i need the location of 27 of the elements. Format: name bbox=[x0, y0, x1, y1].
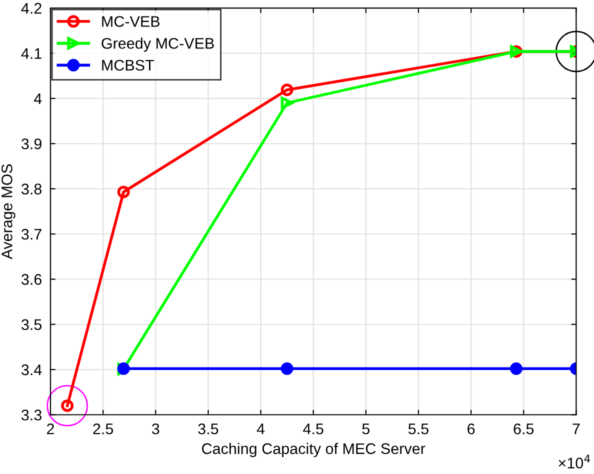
x-tick-label: 5 bbox=[362, 424, 370, 434]
x-tick-label: 4.5 bbox=[303, 424, 324, 434]
x-tick-label: 7 bbox=[572, 424, 580, 434]
x-axis-title: Caching Capacity of MEC Server bbox=[202, 442, 426, 458]
x-tick-label: 2.5 bbox=[93, 423, 114, 434]
x-tick-label: 6 bbox=[468, 423, 475, 434]
x-tick-label: 4 bbox=[256, 424, 265, 434]
legend-label: MC-VEB bbox=[102, 16, 160, 27]
x-tick-label: 5.5 bbox=[408, 424, 428, 434]
text: ×10$^{4}$ bbox=[558, 454, 590, 469]
y-tick-label: 3.4 bbox=[22, 364, 42, 376]
y-tick-label: 4.2 bbox=[21, 2, 42, 14]
x-tick-label: 6.5 bbox=[514, 423, 534, 434]
y-tick-label: 3.3 bbox=[22, 410, 42, 420]
y-tick-label: 4 bbox=[34, 93, 42, 104]
x-tick-label: 3 bbox=[152, 423, 160, 434]
y-tick-label: 4.1 bbox=[21, 48, 42, 59]
y-axis-title: Average MOS bbox=[2, 164, 16, 260]
y-tick-label: 3.5 bbox=[22, 319, 42, 330]
legend-label: Greedy MC-VEB bbox=[102, 38, 214, 52]
y-tick-label: 3.7 bbox=[22, 228, 42, 240]
y-tick-label: 3.9 bbox=[22, 138, 42, 150]
y-tick-label: 3.6 bbox=[22, 274, 42, 285]
y-tick-label: 3.8 bbox=[22, 184, 42, 194]
legend-label: MCBST bbox=[102, 60, 154, 71]
x-tick-label: 2 bbox=[47, 423, 54, 434]
x-tick-label: 3.5 bbox=[198, 423, 218, 434]
